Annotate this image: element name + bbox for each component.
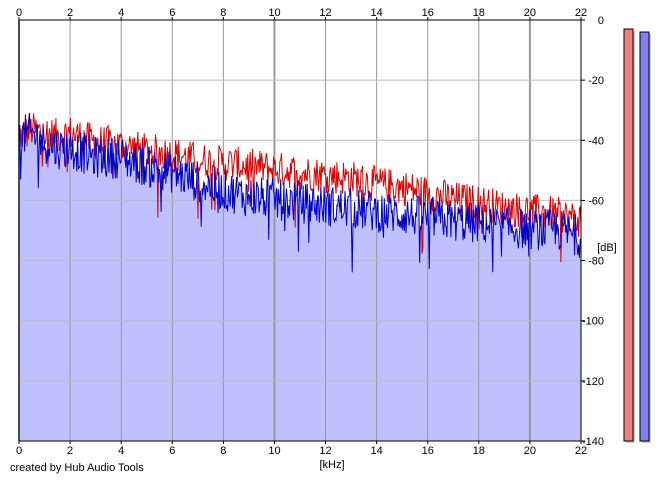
- y-tick-label: -120: [582, 376, 604, 388]
- y-tick-label: 0: [598, 15, 604, 27]
- axes: [18, 19, 582, 442]
- y-tick-label: -20: [588, 75, 604, 87]
- x-tick-bottom-label: 6: [169, 445, 175, 457]
- x-tick-top-label: 16: [422, 7, 434, 19]
- right-level-bar: [639, 31, 650, 442]
- spectrum-fill: [19, 113, 581, 441]
- x-tick-top-label: 8: [220, 7, 226, 19]
- series-lines: [18, 113, 582, 273]
- x-tick-top-label: 18: [473, 7, 485, 19]
- spectrum-area-fill: [19, 113, 581, 441]
- x-tick-bottom-label: 4: [118, 445, 124, 457]
- x-tick-bottom-label: 20: [524, 445, 536, 457]
- y-tick-label: -140: [582, 436, 604, 448]
- x-tick-bottom-label: 10: [268, 445, 280, 457]
- x-tick-top-label: 12: [319, 7, 331, 19]
- y-ticks-right: 0 -20 -40 -60 -80 -100 -120 -140: [581, 15, 604, 448]
- x-tick-top-label: 10: [268, 7, 280, 19]
- x-tick-bottom-label: 14: [371, 445, 383, 457]
- x-ticks-bottom: 0 2 4 6 8 10 12 14 16 18 20 22: [16, 441, 587, 457]
- x-tick-bottom-label: 0: [16, 445, 22, 457]
- credit-text: created by Hub Audio Tools: [10, 462, 144, 474]
- x-tick-bottom-label: 12: [319, 445, 331, 457]
- x-ticks-top: 0 2 4 6 8 10 12 14 16 18 20 22: [16, 7, 587, 20]
- x-tick-top-label: 6: [169, 7, 175, 19]
- level-meters: [623, 28, 651, 444]
- x-tick-bottom-label: 2: [67, 445, 73, 457]
- x-tick-top-label: 0: [16, 7, 22, 19]
- x-tick-top-label: 14: [371, 7, 383, 19]
- y-tick-label: -60: [588, 195, 604, 207]
- y-tick-label: -100: [582, 316, 604, 328]
- y-tick-label: -40: [588, 135, 604, 147]
- x-tick-bottom-label: 8: [220, 445, 226, 457]
- x-tick-top-label: 20: [524, 7, 536, 19]
- x-tick-bottom-label: 18: [473, 445, 485, 457]
- left-level-bar: [623, 28, 634, 442]
- x-tick-top-label: 2: [67, 7, 73, 19]
- y-axis-label: [dB]: [597, 242, 617, 254]
- x-axis-label: [kHz]: [319, 459, 344, 471]
- x-tick-top-label: 4: [118, 7, 124, 19]
- series-right-line: [18, 113, 582, 273]
- y-tick-label: -80: [588, 256, 604, 268]
- x-tick-bottom-label: 16: [422, 445, 434, 457]
- x-tick-bottom-label: 22: [575, 445, 587, 457]
- x-tick-top-label: 22: [575, 7, 587, 19]
